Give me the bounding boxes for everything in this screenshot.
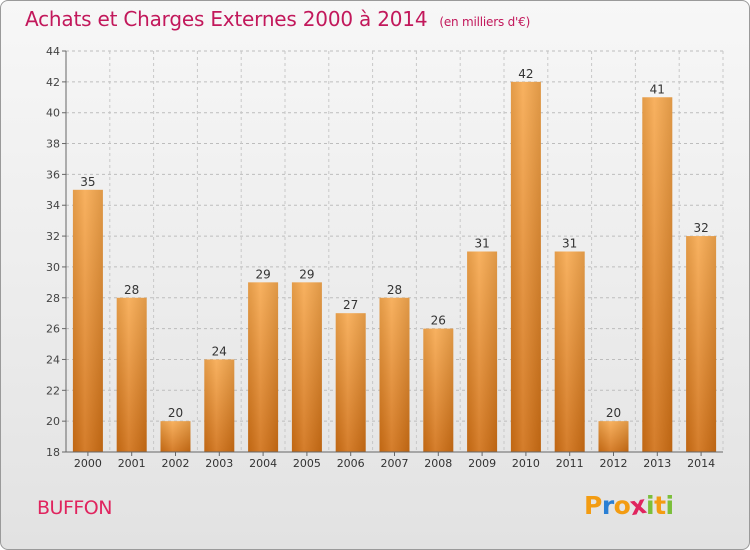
y-tick-label: 28 [46, 292, 60, 305]
data-label: 31 [474, 237, 489, 251]
data-label: 31 [562, 237, 577, 251]
y-tick-label: 32 [46, 230, 60, 243]
y-tick-label: 18 [46, 446, 60, 459]
commune-label: BUFFON [37, 497, 112, 519]
y-tick-label: 42 [46, 76, 60, 89]
y-tick-label: 44 [46, 45, 60, 58]
bar-shade [510, 81, 541, 452]
logo-letter: r [601, 491, 614, 520]
bar-shade [116, 297, 147, 452]
y-tick-label: 20 [46, 415, 60, 428]
y-tick-label: 34 [46, 199, 60, 212]
data-label: 20 [606, 406, 621, 420]
x-tick-label: 2007 [381, 457, 409, 470]
data-label: 42 [518, 67, 533, 81]
bar-shade [248, 282, 279, 452]
proxiti-logo: Proxiti [584, 490, 675, 521]
y-tick-label: 24 [46, 353, 60, 366]
logo-letter: i [665, 491, 675, 520]
data-label: 24 [212, 344, 227, 358]
y-tick-label: 22 [46, 384, 60, 397]
x-tick-label: 2013 [643, 457, 671, 470]
bar-shade [467, 251, 498, 452]
x-tick-label: 2011 [556, 457, 584, 470]
bar-shade [291, 282, 322, 452]
y-tick-label: 40 [46, 107, 60, 120]
bar-shade [379, 297, 410, 452]
logo-letter: i [646, 491, 655, 520]
x-tick-label: 2000 [74, 457, 102, 470]
bar-shade [204, 359, 235, 452]
logo-letter: o [613, 491, 631, 520]
data-label: 29 [255, 267, 270, 281]
bar-shade [72, 189, 103, 453]
y-tick-label: 38 [46, 138, 60, 151]
data-label: 32 [693, 221, 708, 235]
data-label: 35 [80, 175, 95, 189]
data-label: 28 [387, 283, 402, 297]
x-tick-label: 2001 [118, 457, 146, 470]
axes-group: 18 20 22 24 26 28 30 32 34 36 38 40 42 44 2000 2001 2002… [46, 45, 723, 470]
x-tick-label: 2008 [424, 457, 452, 470]
y-tick-label: 26 [46, 323, 60, 336]
title-unit: (en milliers d'€) [439, 15, 531, 29]
data-label: 26 [431, 314, 446, 328]
bar-shade [554, 251, 585, 452]
data-label: 28 [124, 283, 139, 297]
bar-shade [160, 421, 191, 452]
bar-shade [335, 313, 366, 452]
x-tick-label: 2010 [512, 457, 540, 470]
x-tick-label: 2005 [293, 457, 321, 470]
title-text: Achats et Charges Externes 2000 à 2014 [25, 7, 428, 31]
x-tick-label: 2014 [687, 457, 715, 470]
bars-group: 35 28 20 24 29 29 27 28 26 31 42 31 20 41 32 [72, 67, 717, 453]
x-tick-label: 2004 [249, 457, 277, 470]
x-tick-label: 2006 [337, 457, 365, 470]
data-label: 41 [650, 82, 665, 96]
x-tick-label: 2012 [600, 457, 628, 470]
x-tick-label: 2009 [468, 457, 496, 470]
logo-letter: t [654, 491, 666, 520]
data-label: 20 [168, 406, 183, 420]
bar-shade [642, 97, 673, 453]
bar-shade [598, 421, 629, 452]
logo-letter: P [584, 491, 602, 520]
x-tick-label: 2002 [162, 457, 190, 470]
data-label: 27 [343, 298, 358, 312]
y-tick-label: 36 [46, 168, 60, 181]
x-tick-label: 2003 [205, 457, 233, 470]
y-tick-label: 30 [46, 261, 60, 274]
data-label: 29 [299, 267, 314, 281]
chart-title: Achats et Charges Externes 2000 à 2014 (e… [25, 7, 530, 31]
bar-shade [423, 328, 454, 452]
bar-shade [686, 236, 717, 452]
